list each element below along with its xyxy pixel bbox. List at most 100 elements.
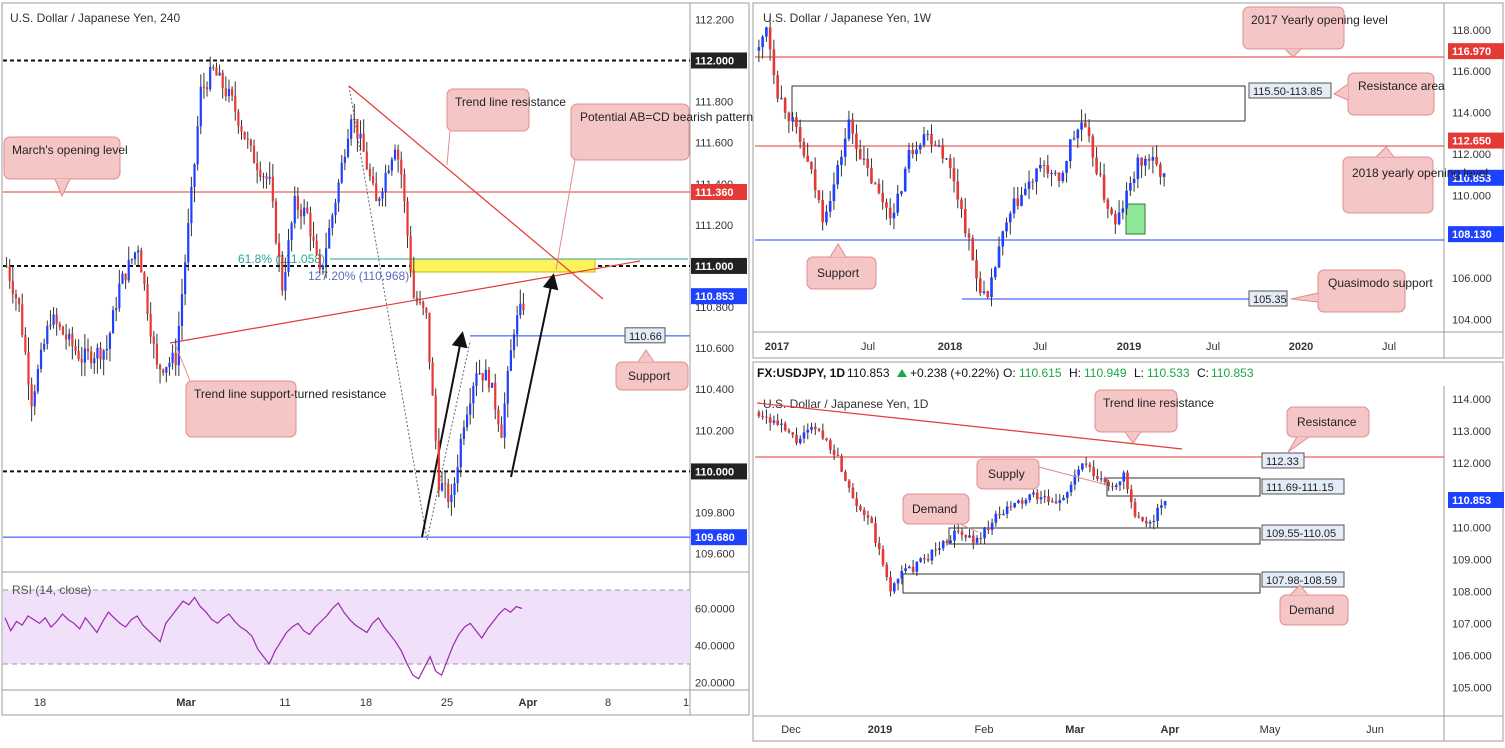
h4-candle-body [146,284,149,315]
callout-d1-supply-text: Supply [988,467,1025,481]
h4-candle-body [403,174,406,202]
d1-candle-body [859,506,862,510]
h4-price-label-bg [691,463,747,480]
d1-candle-body [791,432,795,435]
h4-candle-body [86,348,90,352]
w1-candle-body [1132,178,1136,183]
w1-candle-body [1061,172,1065,182]
h4-candle-body [234,95,237,112]
h4-y-tick: 111.600 [695,138,733,150]
w1-candle-body [1095,157,1098,174]
w1-candle-body [787,112,791,122]
rsi-pane: RSI (14, close) 60.0000 40.0000 20.0000 [3,583,735,690]
callout-abcd: Potential AB=CD bearish pattern [555,103,753,271]
h4-candle-body [80,359,83,363]
w1-candle-body [896,193,900,213]
h4-y-tick: 110.400 [695,384,734,396]
h4-candle-body [256,163,259,170]
w1-candle-body [1091,136,1095,158]
d1-y-tick: 109.000 [1452,554,1492,566]
w1-price-labels: 116.970 112.650 110.853 108.130 [1448,43,1504,243]
h4-candle-body [296,195,299,210]
h4-x-tick: 18 [34,697,46,709]
w1-price-label-bg [1448,43,1504,60]
d1-candle-body [768,417,772,423]
d1-candle-body [1092,467,1095,477]
h4-candle-body [437,440,440,491]
w1-x-tick: 2018 [938,341,962,353]
w1-candle-body [933,144,937,146]
w1-price-label: 112.650 [1452,136,1491,148]
d1-symbol-bar: FX:USDJPY, 1D 110.853 +0.238 (+0.22%) O:… [757,366,1254,380]
h4-candle-body [240,126,243,132]
h4-candle-body [278,242,281,257]
h4-y-tick: 110.800 [695,302,734,314]
callout-d1-resistance: Resistance [1286,406,1370,453]
w1-y-tick: 118.000 [1452,25,1491,37]
d1-candle-body [1032,492,1035,495]
h4-candle-body [469,403,472,415]
w1-candle-body [881,193,885,203]
w1-candle-body [873,183,877,185]
h4-candle-body [371,176,375,184]
w1-price-label-bg [1448,169,1504,186]
d1-demand-box-1 [948,527,1261,545]
d1-tag-resistance: 112.33 [1266,456,1299,468]
h4-x-tick: Apr [519,697,539,709]
w1-candle-body [1136,157,1140,179]
d1-candle-body [1058,500,1062,504]
d1-candle-body [1084,463,1088,465]
callout-2018-yearly: 2018 yearly opening level [1342,146,1488,214]
h4-candle-body [303,207,306,217]
h4-candle-body [52,314,55,325]
h4-candle-body [171,352,174,363]
d1-candle-body [987,527,990,530]
d1-candle-body [813,426,817,429]
d1-candle-body [1013,502,1016,508]
h4-candle-body [368,169,372,177]
h4-candle-body [152,336,155,344]
h4-x-axis: 18 Mar 11 18 25 Apr 8 1 [34,697,689,709]
w1-candle-body [1031,181,1035,183]
w1-candle-body [1129,182,1132,191]
h4-candle-body [243,131,246,139]
w1-x-tick: Jul [1382,341,1396,353]
w1-candle-body [1159,164,1162,177]
h4-candle-body [55,314,58,324]
w1-candles [757,17,1166,307]
callout-d1-trend-resistance: Trend line resistance [1094,389,1214,444]
callout-trend-support-turned-resistance-text: Trend line support-turned resistance [194,387,387,401]
w1-x-axis: 2017 Jul 2018 Jul 2019 Jul 2020 Jul [765,341,1396,353]
rsi-tick: 40.0000 [695,641,735,653]
h4-level-tag-bg [624,327,666,344]
d1-candle-body [870,517,874,524]
d1-candle-body [1024,499,1028,504]
h4-candle-body [331,215,334,228]
h4-candle-body [202,86,206,88]
d1-candle-body [1096,476,1099,479]
w1-candle-body [828,201,832,212]
trend-line-resistance [348,85,604,300]
callout-d1-demand-2-text: Demand [1289,603,1334,617]
w1-candle-body [1125,190,1128,209]
h4-candle-body [381,191,384,199]
d1-candle-body [968,535,971,538]
callout-trend-line-resistance-text: Trend line resistance [455,95,566,109]
w1-candle-body [1147,158,1151,161]
h4-candle-body [362,133,365,152]
w1-x-tick: Jul [1033,341,1047,353]
w1-candle-body [903,168,907,192]
d1-candle-body [1009,506,1013,508]
h4-candle-body [49,324,52,327]
h4-candle-body [378,198,381,202]
d1-candle-body [1111,486,1114,488]
h4-candle-body [312,236,315,241]
w1-candle-body [757,47,761,51]
d1-candle-body [772,420,776,423]
abcd-leg-bc [426,341,471,541]
h4-candle-body [290,223,293,241]
d1-candle-body [979,537,983,539]
d1-low: 110.533 [1147,366,1190,380]
h4-candle-body [516,315,519,335]
w1-candle-body [1001,231,1005,247]
